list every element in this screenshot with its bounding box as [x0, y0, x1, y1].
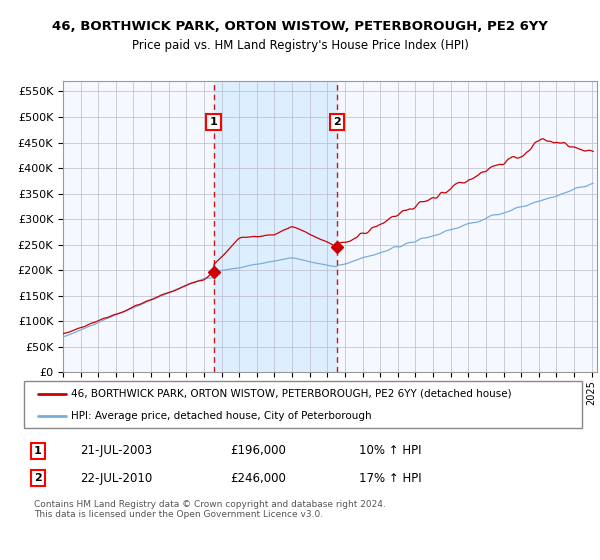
Text: 46, BORTHWICK PARK, ORTON WISTOW, PETERBOROUGH, PE2 6YY (detached house): 46, BORTHWICK PARK, ORTON WISTOW, PETERB…: [71, 389, 512, 399]
Text: 1: 1: [34, 446, 42, 456]
Text: 46, BORTHWICK PARK, ORTON WISTOW, PETERBOROUGH, PE2 6YY: 46, BORTHWICK PARK, ORTON WISTOW, PETERB…: [52, 20, 548, 32]
Text: Price paid vs. HM Land Registry's House Price Index (HPI): Price paid vs. HM Land Registry's House …: [131, 39, 469, 52]
FancyBboxPatch shape: [24, 381, 582, 428]
Text: 10% ↑ HPI: 10% ↑ HPI: [359, 444, 421, 457]
Text: 21-JUL-2003: 21-JUL-2003: [80, 444, 152, 457]
Text: £196,000: £196,000: [230, 444, 286, 457]
Text: Contains HM Land Registry data © Crown copyright and database right 2024.
This d: Contains HM Land Registry data © Crown c…: [34, 500, 386, 519]
Text: 2: 2: [333, 117, 341, 127]
Text: 1: 1: [209, 117, 217, 127]
Text: 17% ↑ HPI: 17% ↑ HPI: [359, 472, 421, 485]
Text: 22-JUL-2010: 22-JUL-2010: [80, 472, 152, 485]
Text: HPI: Average price, detached house, City of Peterborough: HPI: Average price, detached house, City…: [71, 410, 372, 421]
Bar: [214, 81, 337, 372]
Text: 2: 2: [34, 473, 42, 483]
Text: £246,000: £246,000: [230, 472, 286, 485]
